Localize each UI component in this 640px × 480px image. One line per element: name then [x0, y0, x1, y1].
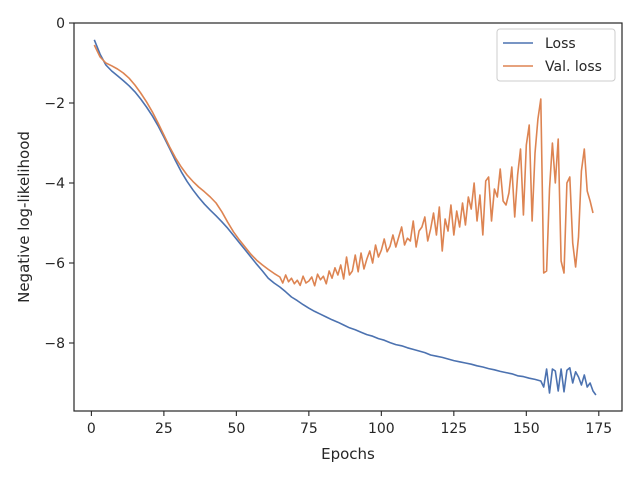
- x-axis-label: Epochs: [321, 445, 375, 463]
- x-ticks: 0 25 50 75 100 125 150 175: [87, 411, 612, 437]
- series-line-loss: [93, 39, 597, 396]
- x-tick-label: 125: [440, 421, 467, 437]
- x-tick-label: 25: [155, 421, 173, 437]
- x-tick-label: 0: [87, 421, 96, 437]
- y-ticks: 0 −2 −4 −6 −8: [44, 16, 74, 352]
- y-tick-label: −6: [44, 256, 65, 272]
- legend: Loss Val. loss: [496, 28, 616, 82]
- plot-frame: [73, 22, 623, 412]
- series-layer: [93, 39, 597, 396]
- x-tick-label: 175: [585, 421, 612, 437]
- y-tick-label: −4: [44, 176, 65, 192]
- x-tick-label: 50: [227, 421, 245, 437]
- legend-label-val-loss: Val. loss: [545, 59, 602, 75]
- x-tick-label: 100: [368, 421, 395, 437]
- y-axis-label: Negative log-likelihood: [15, 131, 33, 303]
- y-tick-label: −2: [44, 96, 65, 112]
- x-tick-label: 75: [300, 421, 318, 437]
- legend-label-loss: Loss: [545, 36, 576, 52]
- legend-box: [496, 28, 616, 82]
- series-line-val-loss: [93, 44, 594, 287]
- x-tick-label: 150: [513, 421, 540, 437]
- y-tick-label: 0: [56, 16, 65, 32]
- y-tick-label: −8: [44, 336, 65, 352]
